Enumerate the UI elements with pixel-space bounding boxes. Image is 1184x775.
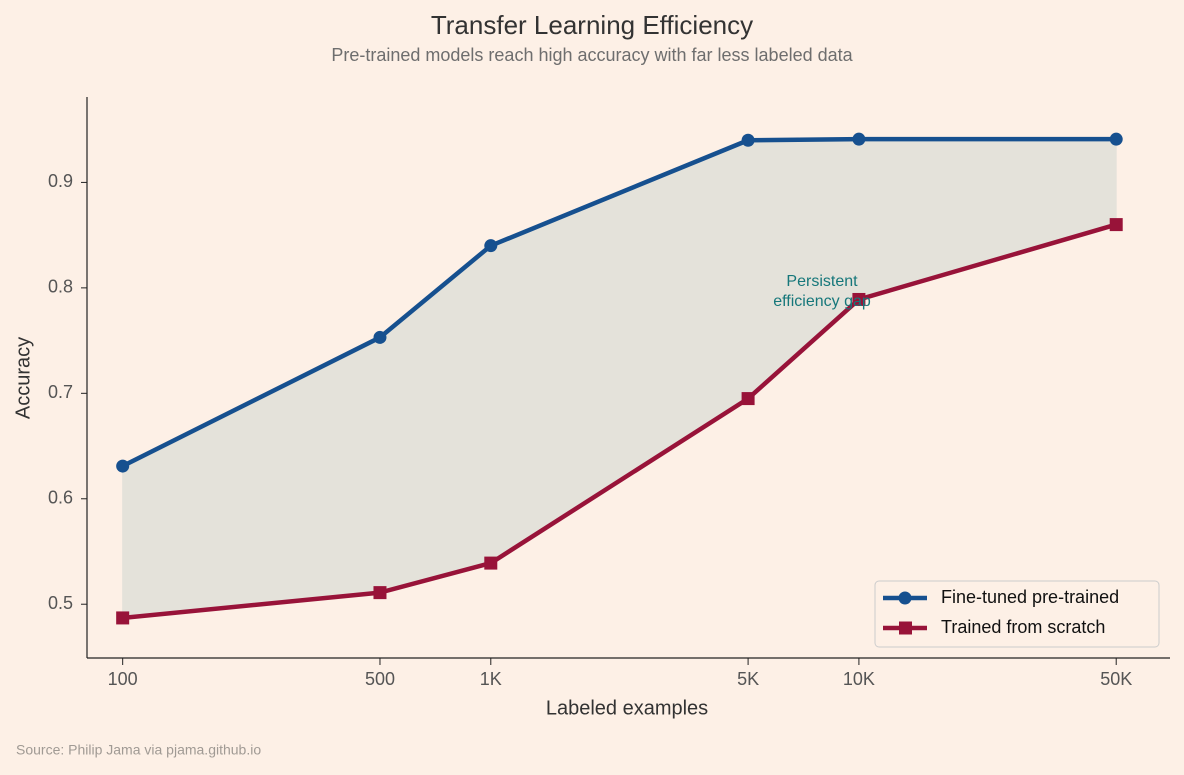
legend-marker [898, 591, 912, 605]
data-point [741, 133, 755, 147]
legend-box [874, 580, 1160, 648]
x-tick-label: 10K [843, 669, 875, 689]
y-tick-label: 0.9 [48, 171, 73, 191]
legend-marker [899, 621, 912, 635]
annotation: efficiency gap [773, 293, 871, 310]
x-tick-label: 1K [480, 669, 502, 689]
series-line [121, 136, 1117, 469]
data-point [373, 330, 387, 344]
y-tick-label: 0.7 [48, 382, 73, 402]
data-point [484, 239, 498, 253]
y-tick-label: 0.6 [48, 488, 73, 508]
x-axis-label: Labeled examples [546, 697, 708, 719]
chart-title: Transfer Learning Efficiency [431, 10, 753, 40]
y-tick-label: 0.5 [48, 593, 73, 613]
y-axis-label: Accuracy [12, 337, 34, 419]
legend-label: Fine-tuned pre-trained [941, 587, 1119, 607]
x-tick-label: 50K [1100, 669, 1132, 689]
data-point [116, 459, 130, 473]
chart-subtitle: Pre-trained models reach high accuracy w… [331, 45, 853, 65]
x-tick-label: 100 [108, 669, 138, 689]
data-point [852, 292, 866, 306]
y-tick-label: 0.8 [48, 277, 73, 297]
x-tick-label: 5K [737, 669, 759, 689]
x-tick-label: 500 [365, 669, 395, 689]
data-point [116, 611, 130, 625]
data-point [1109, 218, 1123, 232]
legend-label: Trained from scratch [941, 617, 1105, 637]
data-point [741, 392, 755, 406]
series-line [122, 222, 1117, 621]
source-note: Source: Philip Jama via pjama.github.io [16, 742, 261, 758]
data-point [484, 556, 498, 570]
data-point [373, 586, 387, 600]
data-point [852, 132, 866, 146]
annotation: Persistent [786, 273, 858, 290]
data-point [1109, 132, 1123, 146]
